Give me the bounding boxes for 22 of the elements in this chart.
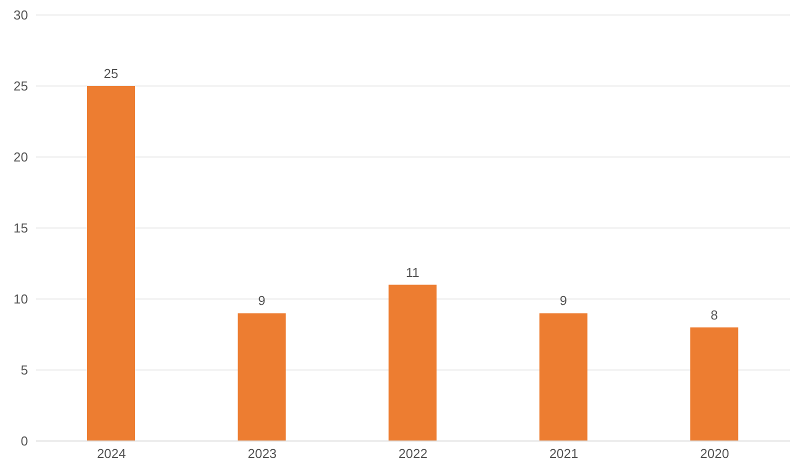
- data-label: 11: [406, 264, 420, 280]
- y-tick-label: 20: [14, 150, 28, 165]
- y-tick-label: 10: [14, 292, 28, 307]
- y-tick-label: 15: [14, 220, 28, 236]
- y-tick-label: 25: [14, 78, 28, 94]
- bar: [87, 86, 135, 441]
- y-tick-label: 30: [14, 8, 28, 23]
- y-tick-label: 0: [20, 434, 28, 449]
- bar: [690, 327, 738, 441]
- data-label: 9: [258, 293, 266, 308]
- x-tick-label: 2021: [549, 446, 578, 462]
- data-label: 9: [560, 293, 568, 308]
- x-tick-label: 2023: [248, 446, 277, 462]
- x-tick-label: 2020: [700, 446, 730, 462]
- bar: [388, 284, 437, 441]
- data-label: 8: [710, 307, 718, 322]
- x-tick-label: 2022: [398, 446, 428, 462]
- y-tick-label: 5: [20, 362, 28, 378]
- bar: [238, 313, 286, 441]
- bar: [539, 313, 588, 441]
- data-label: 25: [104, 66, 118, 81]
- x-tick-label: 2024: [96, 446, 126, 462]
